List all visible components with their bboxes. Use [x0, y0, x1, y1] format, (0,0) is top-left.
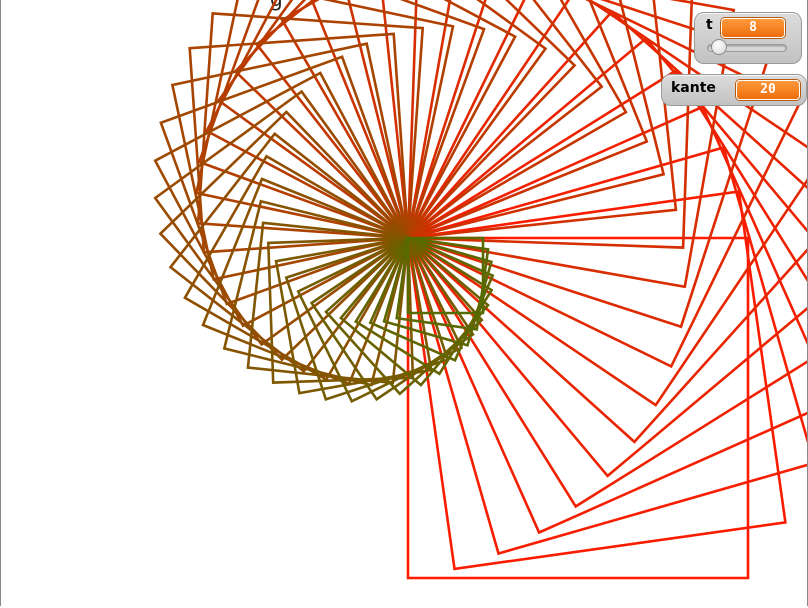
- spiral-square: [296, 236, 464, 404]
- spiral-square: [347, 0, 666, 240]
- spiral-square: [204, 0, 517, 240]
- spiral-square: [284, 236, 450, 401]
- monitor-value-t: 8: [721, 18, 785, 38]
- monitor-value-kante: 20: [736, 80, 800, 100]
- spiral-square: [254, 0, 604, 240]
- spiral-square: [201, 177, 410, 386]
- spiral-square: [339, 236, 490, 387]
- variable-monitor-t[interactable]: t 8: [694, 12, 802, 64]
- spiral-square: [368, 236, 495, 363]
- spiral-square: [406, 0, 736, 289]
- slider-knob-t[interactable]: [711, 39, 728, 55]
- spiral-square: [324, 236, 484, 396]
- spiral-square: [222, 199, 410, 387]
- spiral-square: [406, 236, 485, 315]
- spiral-square: [406, 236, 750, 580]
- spiral-square: [381, 0, 678, 240]
- spiral-square: [382, 236, 494, 347]
- spiral-square: [406, 9, 808, 444]
- spiral-square: [406, 145, 808, 556]
- spiral-square: [406, 190, 787, 571]
- spiral-square: [197, 0, 486, 240]
- spiral-square: [395, 236, 490, 331]
- spiral-square: [406, 0, 808, 407]
- spiral-square: [309, 236, 475, 402]
- spiral-square: [406, 68, 808, 509]
- spiral-square: [406, 0, 694, 249]
- spiral-square: [274, 236, 433, 395]
- monitor-label-kante: kante: [671, 80, 716, 96]
- spiral-square: [170, 42, 410, 281]
- spiral-square: [406, 36, 808, 478]
- spiral-square: [153, 71, 410, 328]
- title-fragment: g: [270, 0, 283, 11]
- spiral-square: [310, 0, 649, 240]
- spiral-square: [153, 89, 410, 347]
- spiral-square: [406, 105, 808, 535]
- monitor-label-t: t: [706, 17, 713, 33]
- spiral-square: [196, 12, 425, 240]
- spiral-square: [266, 236, 415, 384]
- spiral-square: [233, 0, 577, 240]
- spiral-square: [188, 32, 410, 254]
- slider-track-t[interactable]: [707, 44, 787, 52]
- spiral-square: [183, 154, 410, 382]
- spiral-square: [216, 0, 548, 240]
- spiral-square: [354, 236, 494, 376]
- spiral-square: [280, 0, 628, 240]
- variable-monitor-kante[interactable]: kante 20: [661, 74, 807, 106]
- spiral-square: [194, 0, 455, 240]
